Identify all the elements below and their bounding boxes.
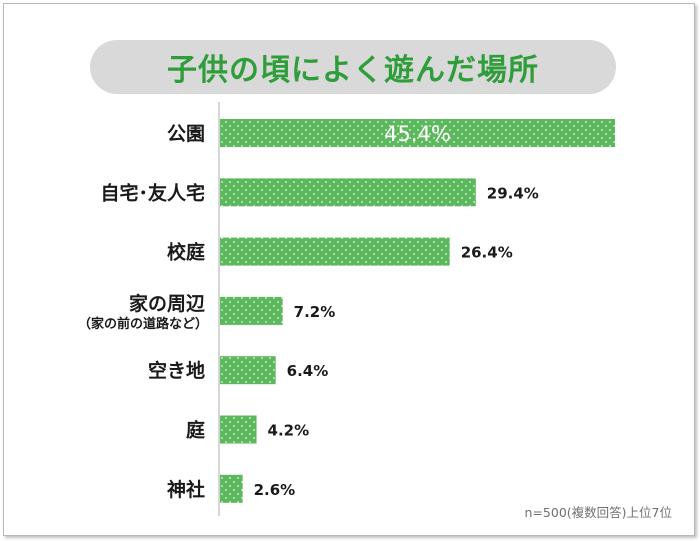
bar-5 [220, 415, 257, 444]
value-label-1: 29.4% [487, 184, 539, 202]
bar-1 [220, 178, 476, 207]
category-label-2: 校庭 [167, 241, 205, 264]
category-label-0: 公園 [167, 123, 205, 145]
value-label-0: 45.4% [384, 122, 451, 146]
sample-note: n=500(複数回答)上位7位 [524, 505, 672, 520]
category-label-6: 神社 [167, 478, 205, 501]
value-label-3: 7.2% [294, 303, 336, 321]
title-banner: 子供の頃によく遊んだ場所 [90, 40, 616, 94]
chart-title: 子供の頃によく遊んだ場所 [167, 53, 539, 88]
category-sublabel-3: （家の前の道路など） [78, 316, 208, 332]
category-label-5: 庭 [186, 419, 205, 442]
bar-6 [220, 474, 243, 503]
bar-0 [220, 119, 615, 147]
bar-4 [220, 356, 276, 385]
value-label-4: 6.4% [287, 362, 329, 380]
value-label-6: 2.6% [254, 481, 296, 499]
category-label-1: 自宅･友人宅 [100, 181, 205, 204]
chart-frame: 子供の頃によく遊んだ場所 [3, 3, 695, 536]
category-label-3: 家の周辺 [129, 292, 205, 315]
bar-3 [220, 296, 283, 325]
category-label-4: 空き地 [148, 359, 205, 382]
value-label-2: 26.4% [461, 244, 513, 262]
value-label-5: 4.2% [268, 422, 310, 440]
bar-2 [220, 237, 450, 266]
